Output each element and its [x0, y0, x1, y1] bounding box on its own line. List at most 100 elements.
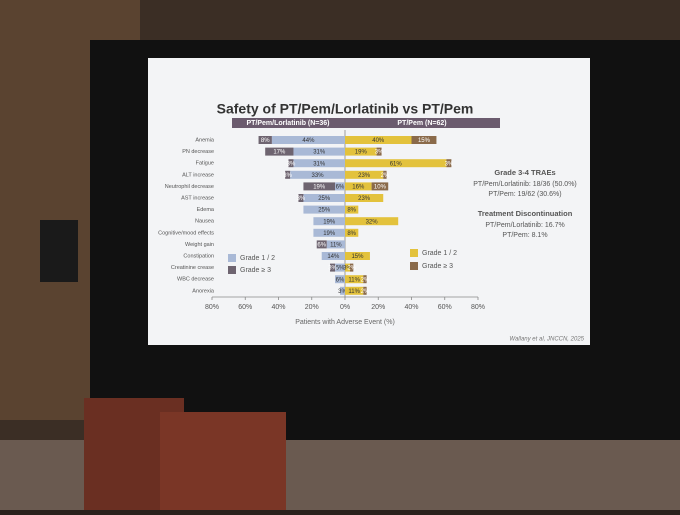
legend-label: Grade 1 / 2 [240, 255, 275, 262]
value-label: 3% [343, 266, 352, 272]
value-label: 31% [313, 150, 326, 156]
bar [363, 286, 367, 295]
bar [303, 182, 336, 191]
value-label: 6% [336, 266, 345, 272]
x-tick-label: 80% [205, 304, 219, 311]
bar [383, 170, 387, 179]
value-label: 19% [313, 184, 326, 190]
bar [345, 194, 384, 202]
bar [345, 263, 350, 272]
value-label: 6% [336, 277, 345, 283]
bar [345, 170, 384, 179]
bar [293, 147, 345, 156]
value-label: 32% [366, 219, 379, 225]
x-tick-label: 40% [404, 304, 418, 311]
value-label: 25% [318, 196, 331, 202]
bar [411, 136, 437, 144]
value-label: 3% [297, 196, 306, 202]
x-tick-label: 40% [271, 304, 285, 311]
bar [335, 263, 345, 272]
annotation: PT/Pem/Lorlatinib: 16.7% [485, 222, 564, 229]
legend-label: Grade ≥ 3 [422, 263, 453, 270]
bar [335, 275, 345, 284]
panel-header-bg [345, 118, 500, 128]
bar [258, 136, 272, 144]
value-label: 61% [390, 161, 403, 167]
x-tick-label: 0% [340, 304, 350, 311]
value-label: 3% [328, 266, 337, 272]
value-label: 2% [347, 266, 356, 272]
value-label: 6% [336, 184, 345, 190]
value-label: 19% [355, 150, 368, 156]
value-label: 17% [273, 150, 286, 156]
bar [271, 136, 345, 144]
category-label: ALT increase [182, 172, 214, 178]
bar [345, 286, 364, 295]
chart-title: Safety of PT/Pem/Lorlatinib vs PT/Pem [217, 101, 474, 117]
value-label: 31% [313, 161, 326, 167]
category-label: Nausea [195, 219, 215, 225]
value-label: 8% [347, 208, 356, 214]
x-tick-label: 60% [238, 304, 252, 311]
bar [265, 147, 294, 156]
bar [345, 252, 370, 260]
value-label: 44% [302, 138, 315, 144]
bar [340, 286, 345, 295]
value-label: 3% [338, 289, 347, 295]
legend-label: Grade ≥ 3 [240, 267, 271, 274]
bar [293, 159, 345, 168]
category-label: WBC decrease [177, 277, 214, 283]
speaker [40, 220, 78, 282]
bar [290, 170, 345, 179]
value-label: 16% [352, 184, 365, 190]
value-label: 11% [348, 277, 360, 283]
value-label: 8% [261, 138, 270, 144]
bar [345, 217, 399, 226]
x-axis-label: Patients with Adverse Event (%) [295, 319, 395, 326]
bar [345, 159, 447, 168]
bar [345, 205, 359, 214]
bar [349, 263, 354, 272]
value-label: 3% [375, 150, 384, 156]
category-label: Fatigue [196, 161, 214, 167]
x-tick-label: 60% [438, 304, 452, 311]
bar [288, 159, 294, 168]
value-label: 3% [283, 173, 292, 179]
legend-swatch [228, 254, 236, 262]
annotation: Grade 3-4 TRAEs [494, 168, 555, 177]
category-label: Constipation [183, 253, 214, 259]
bar [330, 263, 336, 272]
legend-label: Grade 1 / 2 [422, 250, 457, 257]
panel-header: PT/Pem (N=62) [397, 120, 446, 127]
value-label: 14% [327, 254, 340, 260]
bar [321, 252, 345, 260]
value-label: 11% [330, 242, 342, 248]
value-label: 2% [361, 277, 370, 283]
panel-header-bg [232, 118, 345, 128]
value-label: 8% [347, 231, 356, 237]
bar [363, 275, 367, 284]
value-label: 19% [323, 231, 336, 237]
bar [446, 159, 452, 168]
bar [345, 182, 372, 191]
source: Wallany et al, JNCCN, 2025 [509, 337, 584, 343]
legend-swatch [228, 266, 236, 274]
bar [326, 240, 345, 249]
category-label: AST increase [181, 195, 214, 201]
bar [303, 194, 345, 202]
value-label: 33% [312, 173, 325, 179]
bar [303, 205, 345, 214]
value-label: 40% [372, 138, 385, 144]
panel-header: PT/Pem/Lorlatinib (N=36) [246, 120, 329, 127]
bar [313, 217, 345, 226]
category-label: Creatinine crease [171, 265, 214, 271]
value-label: 10% [374, 184, 387, 190]
category-label: Anorexia [192, 288, 215, 294]
bar [298, 194, 304, 202]
value-label: 11% [348, 289, 360, 295]
bar [313, 228, 345, 237]
value-label: 2% [361, 289, 370, 295]
bar [285, 170, 291, 179]
